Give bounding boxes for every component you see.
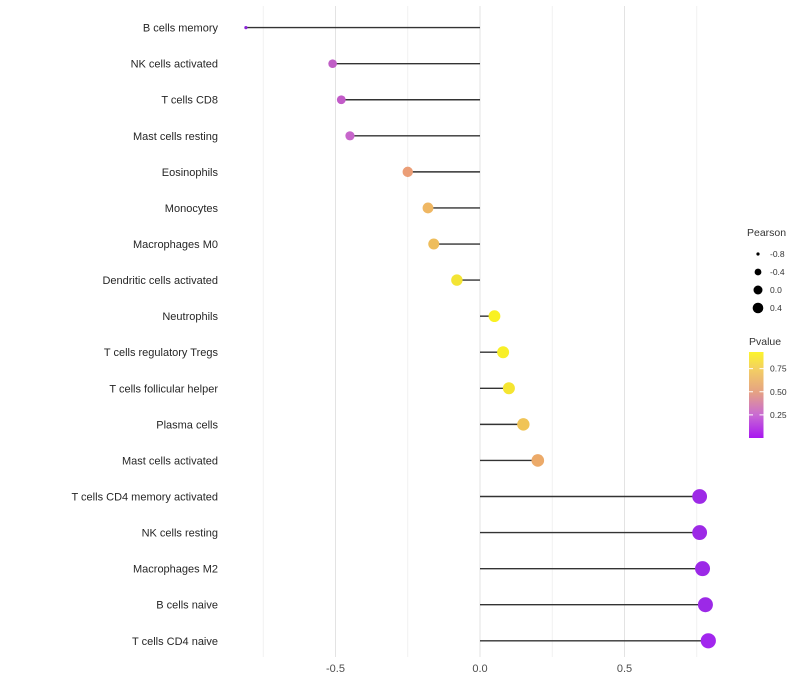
y-axis-label: Mast cells activated [122,455,218,467]
x-axis-labels: -0.5 0.0 0.5 [326,663,632,675]
x-tick-label: 0.5 [617,663,632,675]
x-tick-label: -0.5 [326,663,345,675]
legend-size-label: 0.4 [770,303,782,313]
lollipop-point [695,561,711,577]
lollipop-point [697,597,713,613]
legend: Pearson -0.8-0.40.00.4 Pvalue 0.750.500.… [747,227,787,438]
y-axis-label: T cells CD8 [161,95,218,107]
lollipop-point [488,310,501,323]
y-axis-label: Neutrophils [162,311,218,323]
legend-size-label: -0.4 [770,267,785,277]
lollipop-point [328,59,337,68]
legend-size-dot [754,268,762,276]
lollipop-point [428,238,440,250]
legend-pvalue-title: Pvalue [749,336,781,348]
y-axis-label: Mast cells resting [133,131,218,143]
lollipop-point [502,382,515,395]
lollipop-point [244,26,248,30]
y-axis-label: Macrophages M2 [133,564,218,576]
y-axis-label: Plasma cells [156,419,218,431]
legend-size-dot [752,302,764,314]
y-axis-label: Monocytes [165,203,219,215]
legend-size-dot [756,252,760,256]
lollipop-point [497,346,510,359]
pvalue-colorbar [749,352,764,438]
y-axis-labels: B cells memory NK cells activated T cells … [71,23,218,648]
lollipop-point [531,454,545,467]
gridlines [262,6,698,657]
y-axis-label: Dendritic cells activated [102,275,218,287]
colorbar-tick-label: 0.50 [770,387,787,397]
y-axis-label: B cells naive [156,600,218,612]
y-axis-label: T cells regulatory Tregs [104,347,219,359]
y-axis-label: Macrophages M0 [133,239,218,251]
legend-size-label: -0.8 [770,249,785,259]
pvalue-colorbar-ticks: 0.75 0.50 0.25 [749,364,787,420]
y-axis-label: NK cells activated [131,59,218,71]
y-axis-label: NK cells resting [142,528,218,540]
lollipop-point [692,489,708,504]
legend-size-entries: -0.8 -0.4 0.0 0.4 [752,249,785,314]
stem-lines [245,26,709,642]
lollipop-point [422,202,434,214]
colorbar-tick-label: 0.25 [770,410,787,420]
colorbar-tick-label: 0.75 [770,364,787,374]
lollipop-point [451,274,463,286]
y-axis-label: B cells memory [143,23,219,35]
y-axis-label: T cells follicular helper [109,383,218,395]
lollipop-point [700,633,716,649]
lollipop-point [345,131,355,141]
x-tick-label: 0.0 [472,663,487,675]
y-axis-label: Eosinophils [162,167,219,179]
legend-pearson-title: Pearson [747,227,786,239]
lollipop-points [244,26,716,649]
lollipop-point [692,525,708,540]
lollipop-point [336,95,346,105]
legend-size-dot [753,285,763,295]
legend-size-label: 0.0 [770,285,782,295]
y-axis-label: T cells CD4 memory activated [71,492,218,504]
lollipop-point [402,166,413,178]
y-axis-label: T cells CD4 naive [132,636,218,648]
lollipop-point [517,418,530,431]
